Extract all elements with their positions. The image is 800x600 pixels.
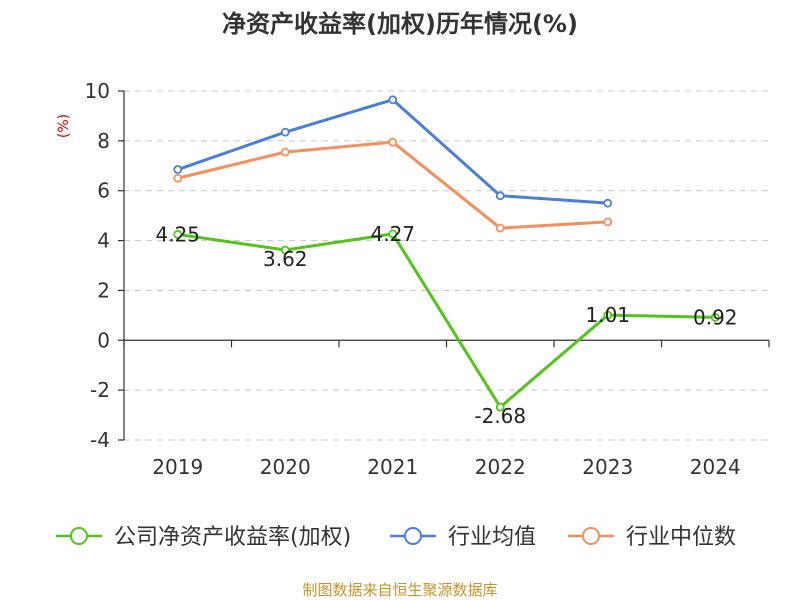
legend-label: 公司净资产收益率(加权) (114, 525, 351, 550)
data-point (603, 217, 613, 227)
data-labels: 4.25 3.62 4.27 -2.68 1.01 0.92 (155, 222, 737, 428)
y-tick-label: 4 (97, 229, 110, 253)
data-label: 3.62 (263, 247, 308, 271)
data-label: 1.01 (585, 303, 630, 327)
y-tick-label: -2 (90, 378, 110, 402)
x-tick-label: 2023 (582, 455, 633, 479)
data-label: -2.68 (474, 404, 526, 428)
source-note: 制图数据来自恒生聚源数据库 (302, 581, 497, 599)
data-label: 0.92 (693, 305, 738, 329)
legend: 公司净资产收益率(加权) 行业均值 行业中位数 (56, 525, 736, 550)
series-lines (173, 95, 720, 412)
data-point (173, 229, 183, 239)
data-point (280, 147, 290, 157)
x-tick-label: 2019 (152, 455, 203, 479)
data-point (710, 312, 720, 322)
series-line (177, 98, 608, 205)
y-tick-label: 6 (97, 179, 110, 203)
x-tick-label: 2020 (260, 455, 311, 479)
x-tick-label: 2022 (475, 455, 526, 479)
legend-marker (70, 527, 88, 545)
data-label: 4.25 (155, 222, 200, 246)
x-tick-label: 2021 (367, 455, 418, 479)
chart-title: 净资产收益率(加权)历年情况(%) (222, 10, 578, 38)
x-tick-label: 2024 (690, 455, 741, 479)
y-tick-label: 2 (97, 278, 110, 302)
data-point (495, 223, 505, 233)
legend-label: 行业中位数 (626, 525, 736, 550)
data-point (173, 165, 183, 174)
grid-lines (124, 90, 769, 441)
series-line (177, 232, 716, 409)
data-point (495, 402, 505, 412)
data-point (280, 245, 290, 255)
axes: 10 8 6 4 2 0 -2 -4 2019 2020 2021 2022 2023 2024 (85, 79, 770, 479)
y-tick-label: 8 (97, 129, 110, 153)
data-point (173, 173, 183, 183)
legend-marker (582, 527, 600, 545)
y-tick-label: 0 (97, 328, 110, 352)
data-point (388, 95, 398, 105)
y-axis-unit-label: (%) (56, 114, 72, 138)
data-point (495, 191, 505, 201)
data-point (603, 198, 613, 208)
data-label: 4.27 (370, 222, 415, 246)
legend-marker (404, 527, 422, 545)
data-point (603, 310, 613, 320)
data-point (388, 229, 398, 239)
legend-label: 行业均值 (448, 525, 536, 550)
data-point (388, 137, 398, 147)
y-tick-label: -4 (90, 428, 110, 452)
y-tick-label: 10 (85, 79, 110, 103)
series-line (177, 140, 608, 230)
data-point (280, 127, 290, 137)
